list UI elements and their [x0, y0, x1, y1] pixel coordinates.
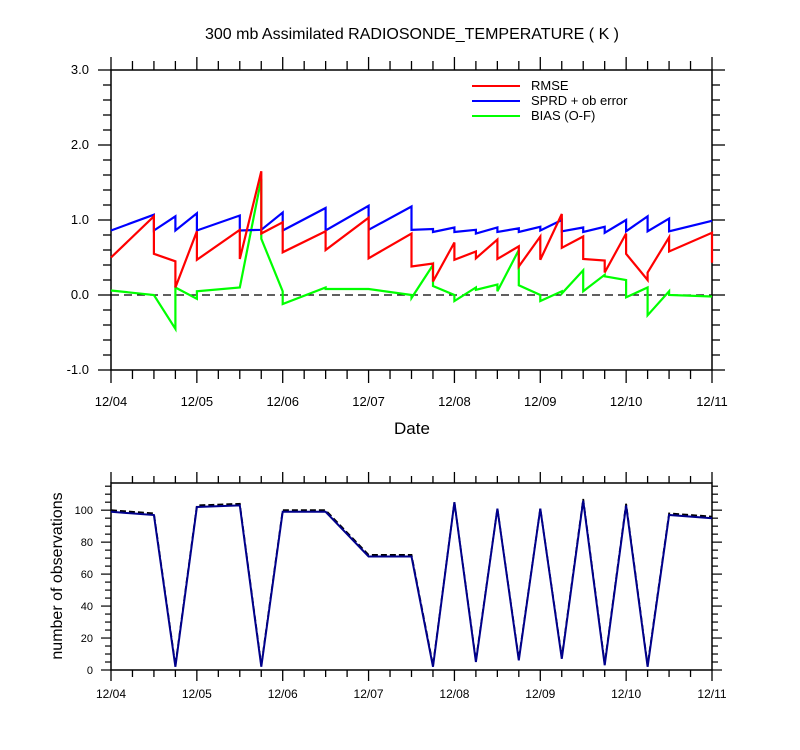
top-x-tick-label: 12/09 [524, 394, 557, 409]
top-y-tick-label: 2.0 [71, 137, 89, 152]
top-y-tick-label: 3.0 [71, 62, 89, 77]
bottom-x-tick-label: 12/06 [268, 687, 298, 701]
top-x-tick-label: 12/06 [266, 394, 299, 409]
bottom-y-tick-label: 80 [81, 537, 93, 549]
bottom-x-tick-label: 12/05 [182, 687, 212, 701]
bottom-y-tick-label: 40 [81, 601, 93, 613]
bottom-y-tick-label: 60 [81, 569, 93, 581]
legend-label-bias: BIAS (O-F) [531, 108, 595, 123]
rmse-series-line [110, 171, 714, 288]
bottom-x-tick-label: 12/08 [439, 687, 469, 701]
bottom-x-tick-label: 12/11 [697, 687, 726, 701]
top-x-tick-label: 12/07 [352, 394, 385, 409]
bottom-x-tick-label: 12/09 [525, 687, 555, 701]
bottom-y-tick-label: 20 [81, 633, 93, 645]
top-x-tick-label: 12/10 [610, 394, 643, 409]
top-x-axis-label: Date [394, 419, 430, 438]
bottom-chart: 12/04 12/05 12/06 12/07 12/08 12/09 12/10 12/11… [75, 472, 727, 701]
sprd-series-line [110, 203, 713, 235]
bottom-y-tick-label: 100 [75, 505, 93, 517]
legend-label-rmse: RMSE [531, 78, 569, 93]
top-x-tick-label: 12/08 [438, 394, 471, 409]
top-y-tick-label: -1.0 [67, 362, 89, 377]
bottom-x-tick-label: 12/10 [611, 687, 641, 701]
bottom-plot-frame [110, 482, 713, 671]
top-y-tick-label: 0.0 [71, 287, 89, 302]
bottom-x-tick-label: 12/07 [354, 687, 384, 701]
top-x-tick-label: 12/11 [696, 394, 728, 409]
observations-solid-line [110, 500, 713, 667]
top-y-tick-label: 1.0 [71, 212, 89, 227]
bottom-x-tick-label: 12/04 [96, 687, 126, 701]
bottom-y-tick-label: 0 [87, 665, 93, 677]
legend-label-sprd: SPRD + ob error [531, 93, 628, 108]
top-x-tick-label: 12/05 [181, 394, 214, 409]
observations-dashed-line [110, 498, 713, 666]
bottom-y-axis-label: number of observations [49, 492, 66, 659]
chart-title: 300 mb Assimilated RADIOSONDE_TEMPERATUR… [205, 26, 619, 43]
top-x-tick-label: 12/04 [95, 394, 128, 409]
bias-series-line [110, 178, 713, 333]
top-chart: 12/04 12/05 12/06 12/07 12/08 12/09 12/10 12/11… [67, 57, 728, 409]
